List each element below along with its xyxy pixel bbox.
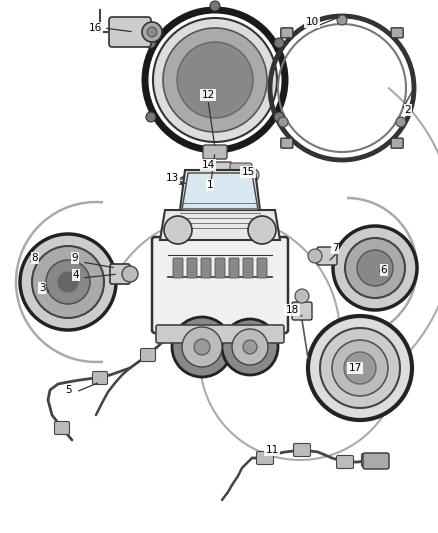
Circle shape [142, 22, 162, 42]
Circle shape [274, 38, 284, 48]
FancyBboxPatch shape [173, 258, 183, 278]
Polygon shape [182, 173, 258, 210]
FancyBboxPatch shape [92, 372, 107, 384]
Text: 9: 9 [72, 253, 78, 263]
FancyBboxPatch shape [215, 258, 225, 278]
Circle shape [243, 340, 257, 354]
Circle shape [222, 319, 278, 375]
Circle shape [46, 260, 90, 304]
FancyBboxPatch shape [229, 258, 239, 278]
Text: 2: 2 [405, 105, 411, 115]
FancyBboxPatch shape [257, 451, 273, 464]
FancyBboxPatch shape [391, 138, 403, 148]
FancyBboxPatch shape [109, 17, 151, 47]
Circle shape [396, 117, 406, 127]
FancyBboxPatch shape [257, 258, 267, 278]
FancyBboxPatch shape [110, 264, 130, 284]
Text: 16: 16 [88, 23, 102, 33]
Text: 18: 18 [286, 305, 299, 315]
Circle shape [122, 266, 138, 282]
Circle shape [172, 317, 232, 377]
Text: 17: 17 [348, 363, 362, 373]
Circle shape [274, 112, 284, 122]
FancyBboxPatch shape [363, 453, 389, 469]
Circle shape [249, 172, 255, 178]
Circle shape [245, 168, 259, 182]
Circle shape [210, 149, 220, 159]
Text: 7: 7 [332, 243, 338, 253]
FancyBboxPatch shape [230, 163, 252, 177]
FancyBboxPatch shape [201, 258, 211, 278]
FancyBboxPatch shape [204, 162, 232, 178]
Circle shape [210, 1, 220, 11]
Text: 8: 8 [32, 253, 38, 263]
FancyBboxPatch shape [54, 422, 70, 434]
Circle shape [332, 340, 388, 396]
Polygon shape [180, 170, 260, 210]
Text: 5: 5 [65, 385, 71, 395]
Polygon shape [160, 210, 280, 240]
Circle shape [295, 289, 309, 303]
Circle shape [278, 117, 288, 127]
Circle shape [32, 246, 104, 318]
Circle shape [320, 328, 400, 408]
Circle shape [182, 327, 222, 367]
Circle shape [308, 249, 322, 263]
FancyBboxPatch shape [243, 258, 253, 278]
Circle shape [58, 272, 78, 292]
Circle shape [232, 329, 268, 365]
FancyBboxPatch shape [292, 302, 312, 320]
Circle shape [345, 238, 405, 298]
Circle shape [308, 316, 412, 420]
FancyBboxPatch shape [336, 456, 353, 469]
Circle shape [146, 38, 156, 48]
FancyBboxPatch shape [361, 454, 378, 466]
FancyBboxPatch shape [391, 28, 403, 38]
Circle shape [344, 352, 376, 384]
Circle shape [248, 216, 276, 244]
FancyBboxPatch shape [187, 258, 197, 278]
Text: 12: 12 [201, 90, 215, 100]
FancyBboxPatch shape [281, 28, 293, 38]
Circle shape [177, 42, 253, 118]
Text: 11: 11 [265, 445, 279, 455]
Text: 15: 15 [241, 167, 254, 177]
FancyBboxPatch shape [281, 138, 293, 148]
FancyBboxPatch shape [141, 349, 155, 361]
FancyBboxPatch shape [152, 237, 288, 333]
Text: 13: 13 [166, 173, 179, 183]
Circle shape [194, 339, 210, 355]
Circle shape [147, 27, 157, 37]
Circle shape [164, 216, 192, 244]
Circle shape [163, 28, 267, 132]
Text: 3: 3 [39, 283, 45, 293]
FancyBboxPatch shape [317, 247, 337, 265]
FancyBboxPatch shape [156, 325, 284, 343]
Text: 10: 10 [305, 17, 318, 27]
Text: 14: 14 [201, 160, 215, 170]
FancyBboxPatch shape [203, 145, 227, 159]
Text: 4: 4 [73, 270, 79, 280]
Text: 6: 6 [381, 265, 387, 275]
FancyBboxPatch shape [293, 443, 311, 456]
Circle shape [146, 112, 156, 122]
Circle shape [337, 15, 347, 25]
Circle shape [333, 226, 417, 310]
Circle shape [357, 250, 393, 286]
Circle shape [153, 18, 277, 142]
Circle shape [20, 234, 116, 330]
Text: 1: 1 [207, 180, 213, 190]
